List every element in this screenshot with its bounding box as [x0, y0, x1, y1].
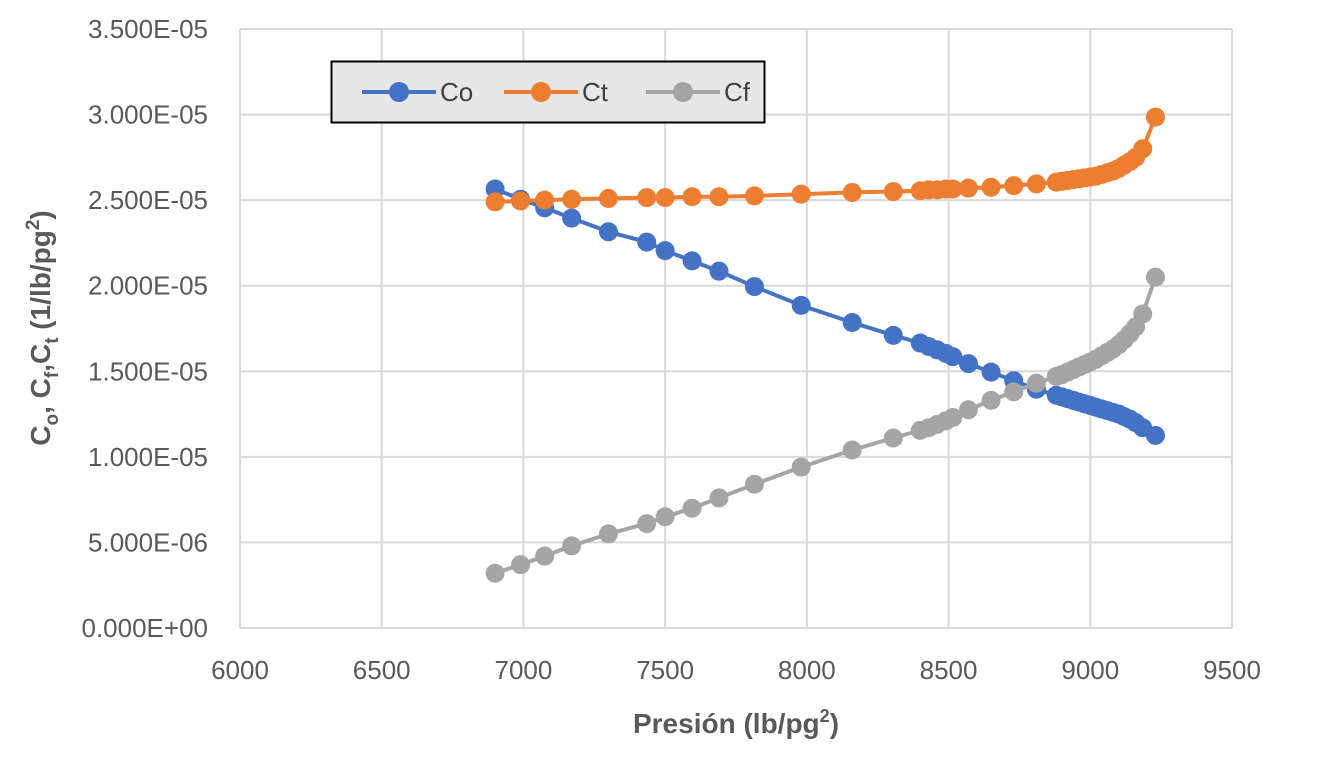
data-point-cf	[842, 440, 862, 460]
data-point-ct	[637, 188, 657, 208]
data-point-co	[598, 222, 618, 242]
data-point-cf	[709, 488, 729, 508]
data-point-cf	[883, 428, 903, 448]
y-tick-label: 0.000E+00	[81, 613, 208, 643]
y-tick-label: 5.000E-06	[88, 527, 208, 557]
data-point-cf	[791, 457, 811, 477]
data-point-cf	[1133, 304, 1153, 324]
data-point-ct	[485, 192, 505, 212]
data-point-ct	[709, 187, 729, 207]
data-point-ct	[598, 188, 618, 208]
data-point-cf	[958, 400, 978, 420]
data-point-ct	[682, 187, 702, 207]
y-tick-label: 3.000E-05	[88, 100, 208, 130]
data-point-co	[981, 362, 1001, 382]
data-point-cf	[655, 507, 675, 527]
legend: Co Ct Cf	[330, 60, 766, 124]
data-point-cf	[981, 390, 1001, 410]
data-point-cf	[511, 555, 531, 575]
data-point-ct	[958, 178, 978, 198]
y-tick-label: 3.500E-05	[88, 14, 208, 44]
data-point-cf	[562, 536, 582, 556]
gridlines	[239, 28, 1233, 629]
data-point-co	[791, 295, 811, 315]
data-point-cf	[744, 474, 764, 494]
data-point-ct	[744, 186, 764, 206]
x-tick-label: 6500	[353, 655, 411, 685]
data-point-co	[883, 325, 903, 345]
data-point-cf	[943, 407, 963, 427]
data-point-cf	[682, 498, 702, 518]
data-point-ct	[1133, 139, 1153, 159]
data-point-cf	[485, 563, 505, 583]
data-point-co	[682, 251, 702, 271]
x-tick-label: 9000	[1061, 655, 1119, 685]
x-axis-title: Presión (lb/pg2)	[633, 706, 839, 739]
data-point-co	[562, 208, 582, 228]
series-ct	[485, 107, 1165, 212]
data-point-cf	[637, 514, 657, 534]
data-point-ct	[1026, 174, 1046, 194]
data-point-co	[1145, 425, 1165, 445]
legend-label-ct: Ct	[582, 77, 609, 107]
data-point-ct	[562, 189, 582, 209]
data-point-co	[709, 261, 729, 281]
legend-label-cf: Cf	[724, 77, 751, 107]
y-tick-label: 1.000E-05	[88, 442, 208, 472]
data-point-cf	[1004, 382, 1024, 402]
data-point-co	[655, 241, 675, 261]
legend-label-co: Co	[440, 77, 473, 107]
series-line-cf	[494, 276, 1158, 576]
data-point-ct	[791, 184, 811, 204]
data-point-ct	[655, 188, 675, 208]
x-tick-label: 8000	[778, 655, 836, 685]
data-point-ct	[535, 190, 555, 210]
data-point-ct	[1004, 176, 1024, 196]
x-tick-label: 7500	[636, 655, 694, 685]
data-point-co	[943, 347, 963, 367]
series-cf	[485, 267, 1165, 583]
series-layer	[485, 107, 1165, 583]
data-point-ct	[842, 182, 862, 202]
data-point-ct	[511, 191, 531, 211]
data-point-cf	[598, 524, 618, 544]
tick-labels: 0.000E+00 5.000E-06 1.000E-05 1.500E-05 2.00…	[81, 14, 1260, 685]
data-point-cf	[1145, 267, 1165, 287]
x-tick-label: 6000	[211, 655, 269, 685]
y-tick-label: 1.500E-05	[88, 356, 208, 386]
y-tick-label: 2.500E-05	[88, 185, 208, 215]
data-point-co	[842, 313, 862, 333]
x-tick-label: 9500	[1203, 655, 1261, 685]
legend-marker-cf	[673, 82, 693, 102]
x-tick-label: 7000	[495, 655, 553, 685]
y-tick-label: 2.000E-05	[88, 271, 208, 301]
series-co	[485, 179, 1165, 445]
legend-marker-co	[389, 82, 409, 102]
data-point-ct	[943, 179, 963, 199]
x-tick-label: 8500	[920, 655, 978, 685]
data-point-ct	[1145, 107, 1165, 127]
data-point-co	[958, 354, 978, 374]
data-point-cf	[535, 546, 555, 566]
data-point-co	[637, 232, 657, 252]
y-axis-title: Co, Cf,Ct (1/lb/pg2)	[23, 210, 63, 446]
data-point-ct	[981, 177, 1001, 197]
data-point-co	[744, 277, 764, 297]
legend-marker-ct	[531, 82, 551, 102]
data-point-ct	[883, 182, 903, 202]
data-point-cf	[1026, 373, 1046, 393]
